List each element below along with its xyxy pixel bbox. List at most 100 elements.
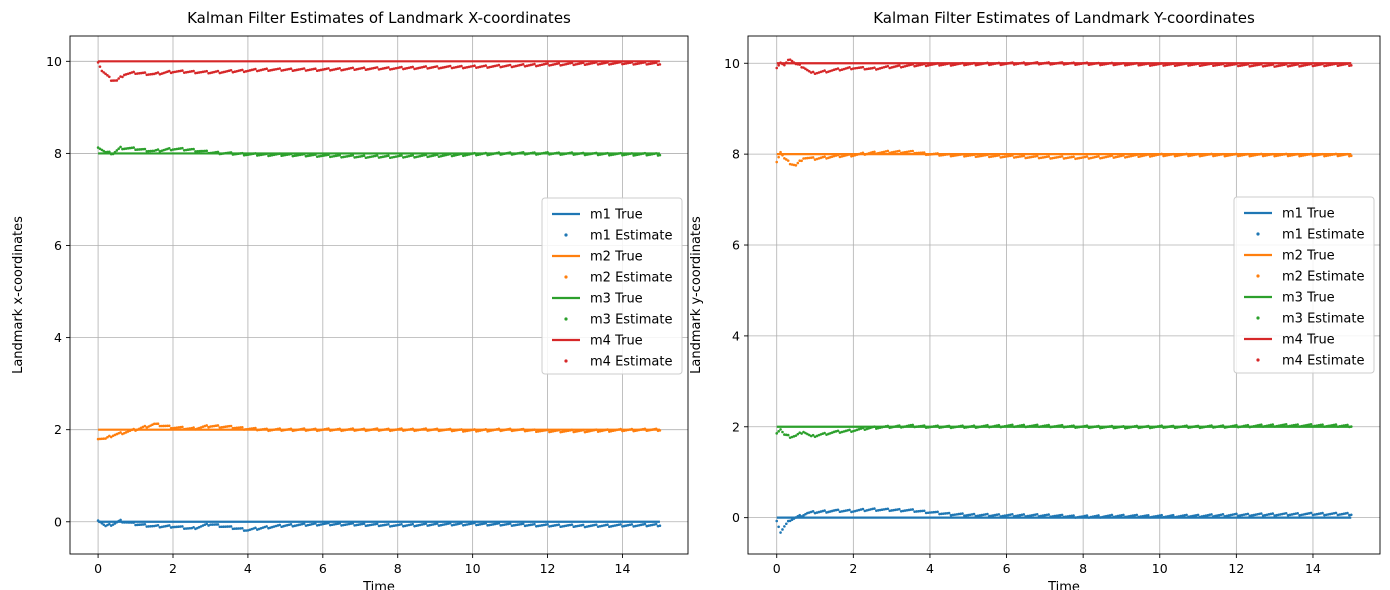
data-point: [654, 152, 658, 155]
y-tick-label: 6: [732, 238, 740, 253]
data-point: [484, 522, 488, 525]
data-point: [557, 62, 561, 65]
data-point: [1043, 513, 1047, 517]
data-point: [955, 513, 959, 516]
data-point: [945, 511, 949, 515]
data-point: [1125, 63, 1129, 67]
data-point: [1146, 153, 1150, 156]
data-point: [1056, 514, 1060, 517]
data-point: [1185, 424, 1188, 427]
data-point: [570, 428, 574, 432]
data-point: [1133, 513, 1137, 517]
data-point: [993, 154, 997, 158]
data-point: [785, 433, 788, 437]
data-point: [152, 422, 156, 426]
data-point: [1229, 63, 1232, 67]
data-point: [936, 152, 939, 155]
data-point: [972, 61, 976, 65]
data-point: [1035, 60, 1039, 64]
data-point: [497, 63, 501, 67]
data-point: [424, 522, 428, 525]
data-point: [229, 151, 233, 154]
data-point: [961, 152, 964, 156]
data-point: [109, 152, 113, 156]
data-point: [521, 522, 525, 526]
data-point: [484, 428, 488, 431]
data-point: [920, 424, 924, 428]
data-point: [132, 70, 135, 74]
data-point: [154, 422, 158, 426]
data-point: [917, 509, 920, 513]
data-point: [1259, 152, 1263, 156]
data-point: [265, 427, 268, 431]
data-point: [546, 151, 549, 154]
data-point: [222, 525, 225, 528]
data-point: [897, 424, 901, 427]
data-point: [1058, 424, 1062, 427]
x-tick-label: 8: [1079, 561, 1087, 576]
data-point: [794, 516, 798, 519]
data-point: [959, 512, 962, 516]
data-point: [1259, 512, 1263, 515]
data-point: [897, 507, 901, 511]
data-point: [1091, 425, 1095, 429]
data-point: [884, 507, 888, 511]
data-point: [1150, 515, 1154, 519]
data-point: [986, 512, 989, 516]
data-point: [1110, 61, 1114, 65]
data-point: [1051, 425, 1054, 429]
data-point: [111, 523, 115, 526]
data-point: [497, 151, 501, 154]
data-point: [999, 156, 1003, 159]
data-point: [1062, 425, 1066, 429]
data-point: [1051, 515, 1054, 518]
data-point: [460, 64, 463, 68]
legend-point-swatch: [564, 359, 568, 363]
data-point: [192, 69, 195, 73]
data-point: [940, 512, 943, 516]
data-point: [1104, 62, 1108, 66]
data-point: [302, 522, 306, 525]
data-point: [1072, 155, 1075, 159]
data-point: [980, 513, 983, 517]
series-points-m1-estimate: [96, 518, 662, 532]
x-tick-label: 12: [1228, 561, 1244, 576]
data-point: [244, 529, 248, 532]
data-point: [278, 523, 282, 527]
data-point: [606, 428, 609, 431]
data-point: [1064, 515, 1068, 518]
data-point: [362, 522, 366, 526]
data-point: [888, 509, 892, 513]
legend-label: m1 True: [1282, 207, 1335, 222]
data-point: [989, 514, 993, 518]
data-point: [786, 519, 790, 523]
data-point: [1074, 63, 1077, 67]
data-point: [836, 429, 840, 433]
data-point: [278, 67, 282, 70]
data-point: [1145, 62, 1148, 66]
data-point: [242, 428, 246, 431]
data-point: [1043, 155, 1047, 159]
data-point: [314, 522, 317, 525]
data-point: [167, 69, 171, 73]
data-point: [190, 147, 194, 151]
data-point: [932, 152, 936, 156]
data-point: [1047, 513, 1050, 516]
data-point: [606, 151, 609, 155]
data-point: [920, 509, 924, 513]
data-point: [104, 150, 107, 154]
chart-panel-2: 0 2 4 6 8 10 12 14 0 2 4 6 8 10 Kalman Filter Estimate…: [689, 9, 1381, 590]
data-point: [1340, 424, 1343, 428]
data-point: [1055, 424, 1058, 428]
data-point: [1089, 426, 1093, 429]
data-point: [863, 67, 867, 71]
data-point: [1083, 424, 1087, 428]
data-point: [997, 423, 1001, 427]
data-point: [790, 518, 794, 522]
data-point: [978, 514, 982, 517]
data-point: [961, 424, 964, 427]
data-point: [1135, 61, 1139, 65]
data-point: [117, 147, 120, 151]
data-point: [1108, 425, 1112, 428]
data-point: [991, 154, 995, 158]
